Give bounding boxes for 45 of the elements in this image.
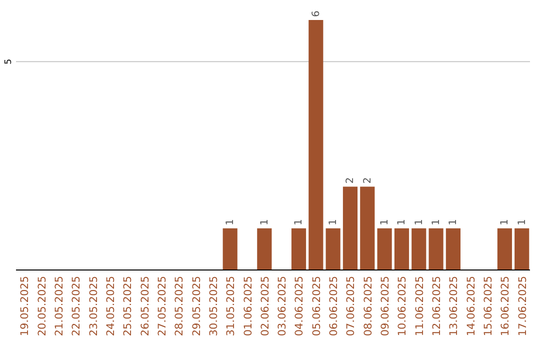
x-tick-label: 04.06.2025 <box>294 276 306 336</box>
x-tick-label: 03.06.2025 <box>276 276 289 336</box>
x-tick-label: 23.05.2025 <box>88 276 100 336</box>
data-label: 1 <box>516 218 528 226</box>
x-tick-label: 15.06.2025 <box>482 276 495 336</box>
data-label: 1 <box>294 218 305 226</box>
x-tick-label: 27.05.2025 <box>156 276 168 336</box>
data-label: 1 <box>414 218 425 226</box>
x-tick-label: 19.05.2025 <box>19 276 32 336</box>
x-tick-label: 16.06.2025 <box>500 276 512 336</box>
x-tick-label: 02.06.2025 <box>259 276 272 336</box>
ref-line-label: 5 <box>4 58 14 65</box>
x-tick-label: 21.05.2025 <box>53 276 66 336</box>
data-label: 1 <box>500 218 511 226</box>
x-tick-label: 26.05.2025 <box>139 276 152 336</box>
data-label: 1 <box>259 218 270 226</box>
x-tick-label: 12.06.2025 <box>431 276 444 336</box>
x-tick-label: 14.06.2025 <box>465 276 478 336</box>
data-label: 1 <box>328 218 340 226</box>
data-label: 1 <box>380 218 391 226</box>
x-tick-label: 13.06.2025 <box>448 276 460 336</box>
data-label: 1 <box>396 218 408 226</box>
x-tick-label: 10.06.2025 <box>396 276 409 336</box>
x-tick-label: 25.05.2025 <box>122 276 134 336</box>
data-label: 1 <box>225 218 236 226</box>
x-tick-label: 20.05.2025 <box>36 276 48 336</box>
x-tick-label: 30.05.2025 <box>208 276 220 336</box>
x-tick-label: 07.06.2025 <box>345 276 358 336</box>
data-label: 2 <box>362 177 374 184</box>
x-tick-label: 24.05.2025 <box>104 276 117 336</box>
x-tick-label: 31.05.2025 <box>225 276 238 336</box>
x-tick-label: 01.06.2025 <box>242 276 254 336</box>
x-tick-label: 09.06.2025 <box>380 276 392 336</box>
x-tick-label: 28.05.2025 <box>174 276 186 336</box>
x-tick-label: 29.05.2025 <box>190 276 203 336</box>
x-tick-label: 05.06.2025 <box>310 276 323 336</box>
x-tick-label: 17.06.2025 <box>516 276 529 336</box>
x-tick-label: 11.06.2025 <box>414 276 426 336</box>
data-label: 1 <box>448 218 460 226</box>
data-label: 2 <box>345 177 356 184</box>
x-tick-label: 06.06.2025 <box>328 276 340 336</box>
x-tick-label: 08.06.2025 <box>362 276 374 336</box>
x-tick-label: 22.05.2025 <box>70 276 83 336</box>
data-label: 6 <box>310 10 322 17</box>
data-label: 1 <box>431 218 442 226</box>
